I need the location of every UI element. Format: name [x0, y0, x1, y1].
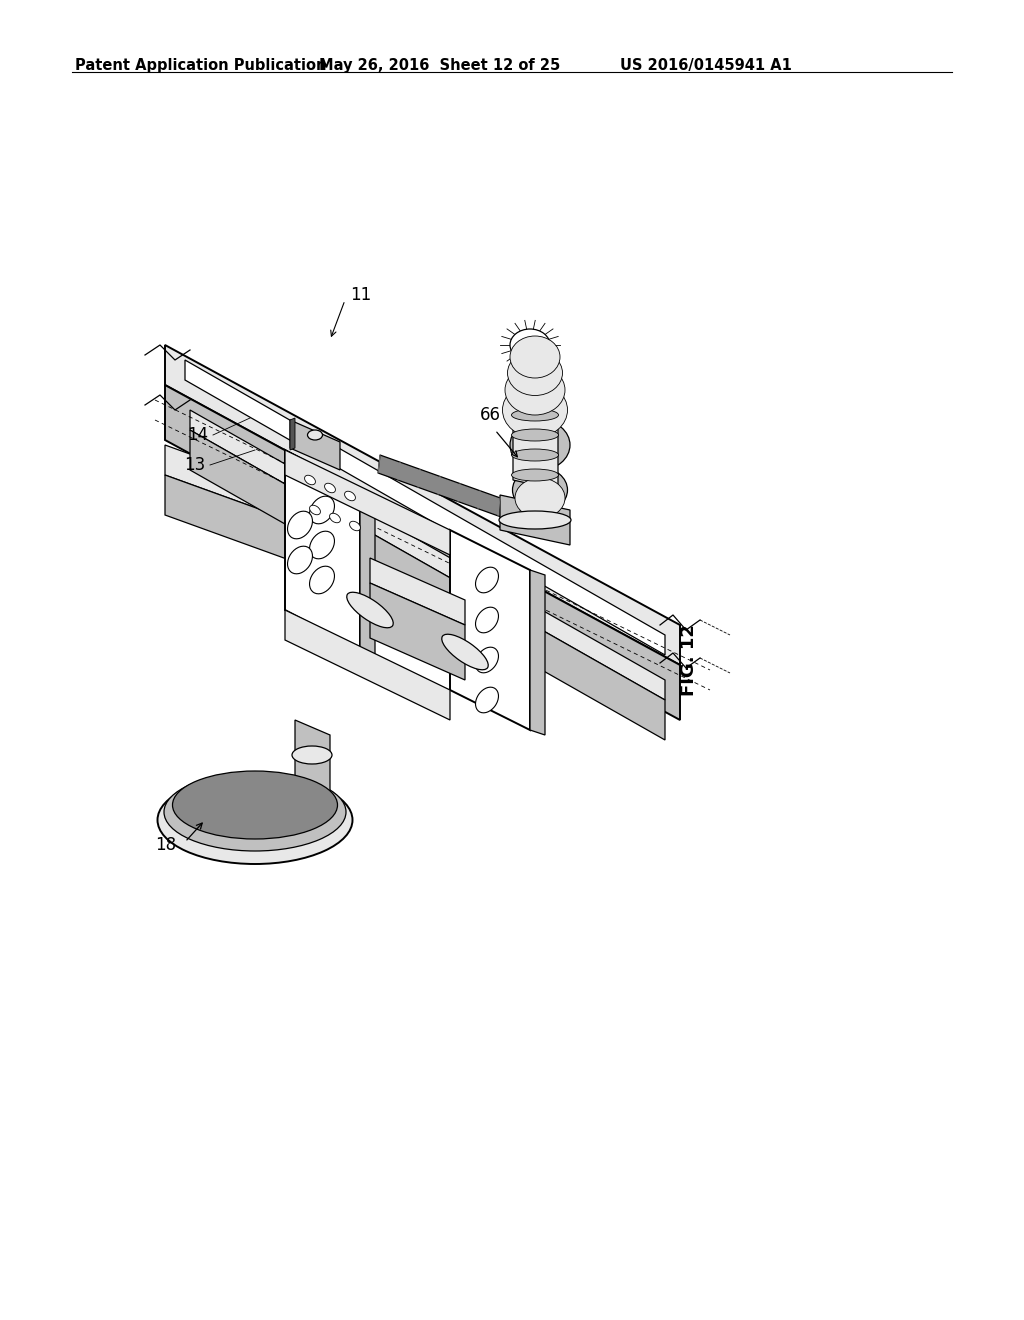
Polygon shape: [165, 385, 680, 719]
Ellipse shape: [158, 776, 352, 865]
Ellipse shape: [510, 329, 550, 360]
Ellipse shape: [164, 774, 346, 851]
Polygon shape: [360, 490, 375, 655]
Ellipse shape: [475, 688, 499, 713]
Ellipse shape: [309, 531, 335, 558]
Ellipse shape: [307, 430, 323, 440]
Ellipse shape: [309, 566, 335, 594]
Polygon shape: [370, 583, 465, 680]
Ellipse shape: [172, 771, 338, 840]
Ellipse shape: [512, 429, 558, 441]
Ellipse shape: [304, 475, 315, 484]
Ellipse shape: [288, 546, 312, 574]
Ellipse shape: [512, 467, 567, 512]
Polygon shape: [165, 345, 680, 665]
Ellipse shape: [475, 568, 499, 593]
Ellipse shape: [344, 491, 355, 500]
Text: US 2016/0145941 A1: US 2016/0145941 A1: [620, 58, 792, 73]
Polygon shape: [285, 450, 360, 649]
Text: 18: 18: [155, 836, 176, 854]
Polygon shape: [378, 455, 520, 523]
Ellipse shape: [475, 607, 499, 632]
Ellipse shape: [441, 634, 488, 669]
Ellipse shape: [508, 351, 562, 396]
Polygon shape: [285, 450, 450, 554]
Text: FIG. 12: FIG. 12: [680, 624, 698, 696]
Polygon shape: [370, 558, 465, 624]
Ellipse shape: [475, 647, 499, 673]
Ellipse shape: [325, 483, 336, 492]
Text: 13: 13: [183, 455, 205, 474]
Ellipse shape: [503, 383, 567, 437]
Ellipse shape: [512, 449, 558, 461]
Text: 11: 11: [350, 286, 372, 304]
Ellipse shape: [309, 496, 335, 524]
Ellipse shape: [510, 337, 560, 378]
Polygon shape: [190, 430, 665, 741]
Ellipse shape: [499, 511, 571, 529]
Ellipse shape: [330, 513, 340, 523]
Polygon shape: [290, 420, 340, 470]
Polygon shape: [285, 610, 450, 719]
Ellipse shape: [292, 746, 332, 764]
Text: May 26, 2016  Sheet 12 of 25: May 26, 2016 Sheet 12 of 25: [319, 58, 560, 73]
Polygon shape: [530, 570, 545, 735]
Ellipse shape: [515, 478, 565, 517]
Text: Patent Application Publication: Patent Application Publication: [75, 58, 327, 73]
Polygon shape: [165, 475, 400, 601]
Polygon shape: [450, 531, 530, 730]
Ellipse shape: [512, 469, 558, 480]
Ellipse shape: [309, 506, 321, 515]
Ellipse shape: [347, 593, 393, 628]
Ellipse shape: [288, 511, 312, 539]
Polygon shape: [513, 395, 558, 490]
Polygon shape: [165, 445, 400, 560]
Text: 14: 14: [186, 426, 208, 444]
Text: 66: 66: [480, 407, 501, 424]
Polygon shape: [295, 719, 330, 810]
Ellipse shape: [505, 366, 565, 414]
Polygon shape: [290, 418, 295, 450]
Ellipse shape: [510, 420, 570, 470]
Ellipse shape: [512, 409, 558, 421]
Polygon shape: [185, 360, 665, 655]
Polygon shape: [500, 495, 570, 545]
Ellipse shape: [349, 521, 360, 531]
Polygon shape: [190, 411, 665, 700]
